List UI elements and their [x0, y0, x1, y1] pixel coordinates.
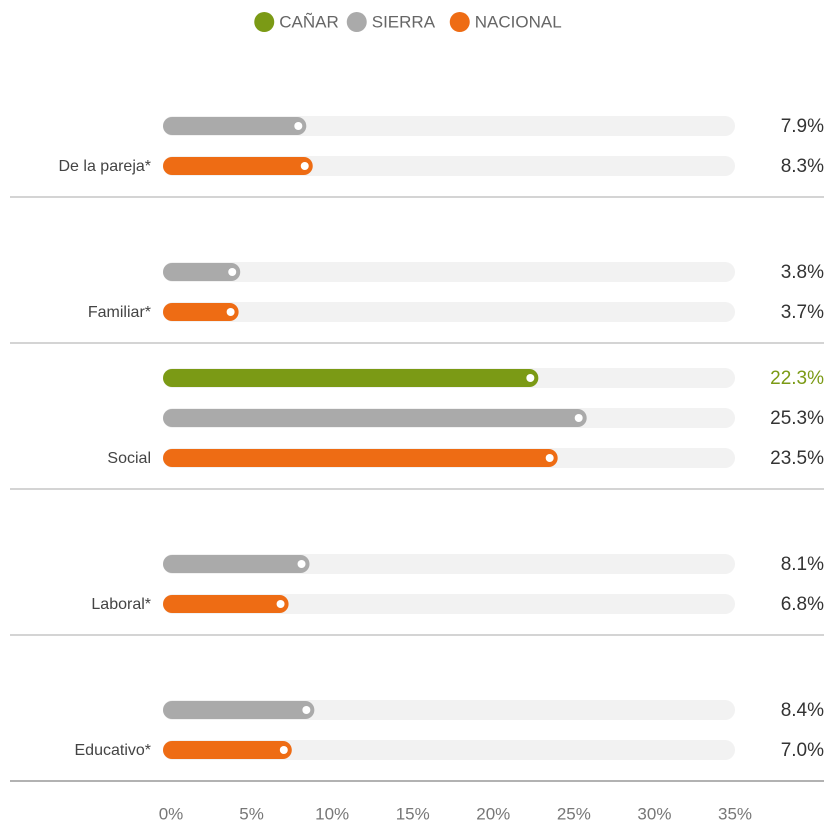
- value-label: 8.4%: [781, 700, 824, 721]
- bar-end-dot: [276, 600, 285, 608]
- value-label: 8.1%: [781, 554, 824, 575]
- value-label: 3.7%: [781, 302, 824, 323]
- category-label: Familiar*: [88, 304, 151, 321]
- bar-end-dot: [294, 122, 303, 130]
- x-tick-label: 30%: [637, 804, 671, 823]
- bar-track: [163, 594, 735, 614]
- legend-label: SIERRA: [372, 12, 436, 31]
- value-label: 6.8%: [781, 594, 824, 615]
- x-tick-label: 5%: [239, 804, 264, 823]
- bar: [163, 369, 539, 387]
- legend-label: CAÑAR: [279, 12, 339, 31]
- category-label: Social: [107, 450, 151, 467]
- bar-end-dot: [297, 560, 306, 568]
- category-label: Laboral*: [91, 596, 151, 613]
- legend-swatch: [346, 12, 367, 32]
- x-tick-label: 10%: [315, 804, 349, 823]
- bar: [163, 157, 313, 175]
- legend-label: NACIONAL: [475, 12, 562, 31]
- bar: [163, 263, 241, 281]
- x-tick-label: 0%: [159, 804, 184, 823]
- bar-end-dot: [300, 162, 309, 170]
- bar-track: [163, 262, 735, 282]
- bar-end-dot: [302, 706, 311, 714]
- x-tick-label: 15%: [396, 804, 430, 823]
- bar: [163, 555, 310, 573]
- x-tick-label: 35%: [718, 804, 752, 823]
- value-label: 22.3%: [770, 368, 824, 389]
- bar-end-dot: [279, 746, 288, 754]
- legend-swatch: [254, 12, 275, 32]
- bar: [163, 701, 315, 719]
- value-label: 25.3%: [770, 408, 824, 429]
- category-label: Educativo*: [75, 742, 152, 759]
- bar: [163, 449, 558, 467]
- bar-end-dot: [574, 414, 583, 422]
- bar-track: [163, 302, 735, 322]
- value-label: 7.9%: [781, 116, 824, 137]
- bar: [163, 409, 587, 427]
- bar: [163, 595, 289, 613]
- bar-track: [163, 116, 735, 136]
- bar-track: [163, 740, 735, 760]
- bar: [163, 741, 292, 759]
- legend-swatch: [449, 12, 470, 32]
- value-label: 23.5%: [770, 448, 824, 469]
- x-tick-label: 25%: [557, 804, 591, 823]
- category-label: De la pareja*: [59, 158, 152, 175]
- x-tick-label: 20%: [476, 804, 510, 823]
- bar-end-dot: [526, 374, 535, 382]
- bar-end-dot: [228, 268, 237, 276]
- bar-end-dot: [226, 308, 235, 316]
- bar: [163, 117, 307, 135]
- value-label: 3.8%: [781, 262, 824, 283]
- value-label: 8.3%: [781, 156, 824, 177]
- bar-end-dot: [545, 454, 554, 462]
- value-label: 7.0%: [781, 740, 824, 761]
- bar: [163, 303, 239, 321]
